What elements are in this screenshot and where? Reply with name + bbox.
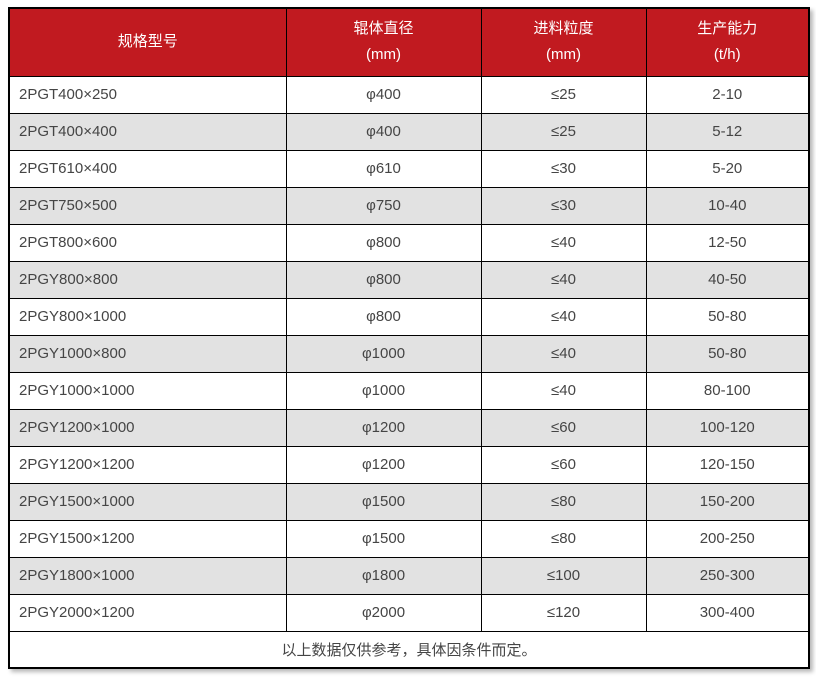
model-cell: 2PGT610×400 — [8, 149, 287, 188]
diameter-cell: φ750 — [285, 186, 482, 225]
feed-size-cell: ≤30 — [480, 186, 647, 225]
feed-size-cell: ≤100 — [480, 556, 647, 595]
header-feed-size-unit: (mm) — [546, 46, 581, 64]
diameter-cell: φ400 — [285, 75, 482, 114]
capacity-cell: 40-50 — [645, 260, 810, 299]
feed-size-cell: ≤40 — [480, 260, 647, 299]
table-row: 2PGT610×400 φ610 ≤30 5-20 — [8, 149, 810, 188]
diameter-cell: φ610 — [285, 149, 482, 188]
model-cell: 2PGY800×800 — [8, 260, 287, 299]
table-row: 2PGT750×500 φ750 ≤30 10-40 — [8, 186, 810, 225]
capacity-cell: 200-250 — [645, 519, 810, 558]
model-cell: 2PGY2000×1200 — [8, 593, 287, 632]
header-roller-diameter: 辊体直径 (mm) — [285, 7, 482, 77]
model-cell: 2PGT750×500 — [8, 186, 287, 225]
diameter-cell: φ1000 — [285, 334, 482, 373]
model-cell: 2PGT800×600 — [8, 223, 287, 262]
feed-size-cell: ≤40 — [480, 334, 647, 373]
capacity-cell: 100-120 — [645, 408, 810, 447]
table-row: 2PGY800×1000 φ800 ≤40 50-80 — [8, 297, 810, 336]
model-cell: 2PGY1500×1200 — [8, 519, 287, 558]
diameter-cell: φ800 — [285, 223, 482, 262]
table-row: 2PGY1000×800 φ1000 ≤40 50-80 — [8, 334, 810, 373]
table-row: 2PGT400×250 φ400 ≤25 2-10 — [8, 75, 810, 114]
header-row: 规格型号 辊体直径 (mm) 进料粒度 (mm) 生产能力 (t/h) — [8, 7, 810, 77]
model-cell: 2PGT400×400 — [8, 112, 287, 151]
table-row: 2PGY2000×1200 φ2000 ≤120 300-400 — [8, 593, 810, 632]
model-cell: 2PGT400×250 — [8, 75, 287, 114]
capacity-cell: 5-12 — [645, 112, 810, 151]
table-row: 2PGT400×400 φ400 ≤25 5-12 — [8, 112, 810, 151]
model-cell: 2PGY1000×800 — [8, 334, 287, 373]
header-capacity-unit: (t/h) — [713, 46, 741, 64]
feed-size-cell: ≤60 — [480, 445, 647, 484]
feed-size-cell: ≤80 — [480, 482, 647, 521]
spec-table: 规格型号 辊体直径 (mm) 进料粒度 (mm) 生产能力 (t/h) 2PGT… — [8, 7, 810, 669]
header-model: 规格型号 — [8, 7, 287, 77]
model-cell: 2PGY1000×1000 — [8, 371, 287, 410]
header-capacity: 生产能力 (t/h) — [645, 7, 810, 77]
diameter-cell: φ1500 — [285, 482, 482, 521]
header-roller-diameter-unit: (mm) — [366, 46, 401, 64]
footer-note: 以上数据仅供参考，具体因条件而定。 — [8, 630, 810, 669]
model-cell: 2PGY1200×1000 — [8, 408, 287, 447]
capacity-cell: 12-50 — [645, 223, 810, 262]
diameter-cell: φ400 — [285, 112, 482, 151]
footer-row: 以上数据仅供参考，具体因条件而定。 — [8, 630, 810, 669]
feed-size-cell: ≤40 — [480, 297, 647, 336]
capacity-cell: 2-10 — [645, 75, 810, 114]
header-feed-size: 进料粒度 (mm) — [480, 7, 647, 77]
capacity-cell: 80-100 — [645, 371, 810, 410]
diameter-cell: φ1200 — [285, 408, 482, 447]
feed-size-cell: ≤40 — [480, 371, 647, 410]
diameter-cell: φ800 — [285, 297, 482, 336]
table-row: 2PGY1500×1200 φ1500 ≤80 200-250 — [8, 519, 810, 558]
capacity-cell: 50-80 — [645, 334, 810, 373]
table-row: 2PGY1200×1000 φ1200 ≤60 100-120 — [8, 408, 810, 447]
table-row: 2PGY1500×1000 φ1500 ≤80 150-200 — [8, 482, 810, 521]
capacity-cell: 5-20 — [645, 149, 810, 188]
feed-size-cell: ≤30 — [480, 149, 647, 188]
model-cell: 2PGY800×1000 — [8, 297, 287, 336]
diameter-cell: φ1500 — [285, 519, 482, 558]
capacity-cell: 250-300 — [645, 556, 810, 595]
diameter-cell: φ1000 — [285, 371, 482, 410]
header-feed-size-label: 进料粒度 — [533, 20, 594, 38]
header-capacity-label: 生产能力 — [697, 20, 758, 38]
diameter-cell: φ2000 — [285, 593, 482, 632]
spec-table-body: 2PGT400×250 φ400 ≤25 2-10 2PGT400×400 φ400 ≤25… — [8, 75, 810, 632]
model-cell: 2PGY1200×1200 — [8, 445, 287, 484]
feed-size-cell: ≤40 — [480, 223, 647, 262]
capacity-cell: 50-80 — [645, 297, 810, 336]
capacity-cell: 300-400 — [645, 593, 810, 632]
table-row: 2PGY1800×1000 φ1800 ≤100 250-300 — [8, 556, 810, 595]
feed-size-cell: ≤25 — [480, 75, 647, 114]
model-cell: 2PGY1800×1000 — [8, 556, 287, 595]
model-cell: 2PGY1500×1000 — [8, 482, 287, 521]
header-model-label: 规格型号 — [117, 33, 178, 51]
diameter-cell: φ800 — [285, 260, 482, 299]
header-roller-diameter-label: 辊体直径 — [353, 20, 414, 38]
table-row: 2PGY1200×1200 φ1200 ≤60 120-150 — [8, 445, 810, 484]
feed-size-cell: ≤60 — [480, 408, 647, 447]
table-row: 2PGY800×800 φ800 ≤40 40-50 — [8, 260, 810, 299]
feed-size-cell: ≤80 — [480, 519, 647, 558]
feed-size-cell: ≤25 — [480, 112, 647, 151]
diameter-cell: φ1200 — [285, 445, 482, 484]
table-row: 2PGY1000×1000 φ1000 ≤40 80-100 — [8, 371, 810, 410]
capacity-cell: 10-40 — [645, 186, 810, 225]
table-row: 2PGT800×600 φ800 ≤40 12-50 — [8, 223, 810, 262]
diameter-cell: φ1800 — [285, 556, 482, 595]
capacity-cell: 120-150 — [645, 445, 810, 484]
capacity-cell: 150-200 — [645, 482, 810, 521]
feed-size-cell: ≤120 — [480, 593, 647, 632]
